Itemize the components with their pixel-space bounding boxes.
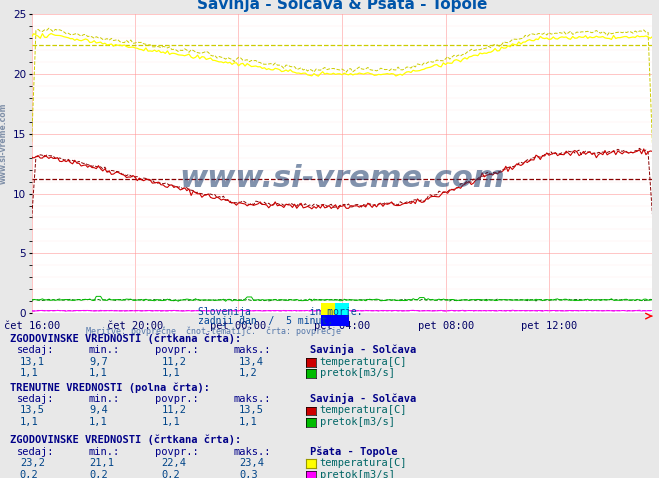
Text: 0,3: 0,3 bbox=[239, 469, 258, 478]
Text: 11,2: 11,2 bbox=[161, 357, 186, 367]
Text: Savinja - Solčava: Savinja - Solčava bbox=[310, 393, 416, 404]
Text: 0,2: 0,2 bbox=[20, 469, 38, 478]
Text: 1,1: 1,1 bbox=[161, 417, 180, 427]
Text: povpr.:: povpr.: bbox=[155, 394, 198, 404]
Text: 13,1: 13,1 bbox=[20, 357, 45, 367]
Text: 23,4: 23,4 bbox=[239, 458, 264, 468]
Text: sedaj:: sedaj: bbox=[16, 394, 54, 404]
Text: 13,5: 13,5 bbox=[20, 405, 45, 415]
Text: 1,1: 1,1 bbox=[239, 417, 258, 427]
Text: 9,4: 9,4 bbox=[89, 405, 107, 415]
Text: 1,1: 1,1 bbox=[161, 368, 180, 378]
Text: 11,2: 11,2 bbox=[161, 405, 186, 415]
Text: 23,2: 23,2 bbox=[20, 458, 45, 468]
Text: 1,1: 1,1 bbox=[89, 417, 107, 427]
Bar bbox=[321, 303, 335, 315]
Text: povpr.:: povpr.: bbox=[155, 345, 198, 355]
Text: maks.:: maks.: bbox=[234, 345, 272, 355]
Text: ZGODOVINSKE VREDNOSTI (črtkana črta):: ZGODOVINSKE VREDNOSTI (črtkana črta): bbox=[10, 435, 241, 445]
Text: zadnji dan  /  5 minut.: zadnji dan / 5 minut. bbox=[198, 316, 333, 326]
Text: sedaj:: sedaj: bbox=[16, 446, 54, 456]
Text: temperatura[C]: temperatura[C] bbox=[320, 405, 407, 415]
Text: 0,2: 0,2 bbox=[161, 469, 180, 478]
Text: www.si-vreme.com: www.si-vreme.com bbox=[179, 164, 505, 193]
Text: temperatura[C]: temperatura[C] bbox=[320, 458, 407, 468]
Text: www.si-vreme.com: www.si-vreme.com bbox=[0, 103, 8, 184]
Text: 1,2: 1,2 bbox=[239, 368, 258, 378]
Text: pretok[m3/s]: pretok[m3/s] bbox=[320, 469, 395, 478]
Text: Pšata - Topole: Pšata - Topole bbox=[310, 446, 397, 456]
Text: maks.:: maks.: bbox=[234, 394, 272, 404]
Text: min.:: min.: bbox=[89, 394, 120, 404]
Text: Savinja - Solčava: Savinja - Solčava bbox=[310, 344, 416, 355]
Bar bbox=[335, 303, 349, 315]
Text: 13,4: 13,4 bbox=[239, 357, 264, 367]
Text: 1,1: 1,1 bbox=[20, 417, 38, 427]
Text: temperatura[C]: temperatura[C] bbox=[320, 357, 407, 367]
Text: 0,2: 0,2 bbox=[89, 469, 107, 478]
Text: maks.:: maks.: bbox=[234, 446, 272, 456]
Text: 1,1: 1,1 bbox=[89, 368, 107, 378]
Bar bbox=[321, 315, 349, 326]
Text: TRENUTNE VREDNOSTI (polna črta):: TRENUTNE VREDNOSTI (polna črta): bbox=[10, 382, 210, 392]
Text: 1,1: 1,1 bbox=[20, 368, 38, 378]
Text: min.:: min.: bbox=[89, 446, 120, 456]
Text: 22,4: 22,4 bbox=[161, 458, 186, 468]
Text: povpr.:: povpr.: bbox=[155, 446, 198, 456]
Text: min.:: min.: bbox=[89, 345, 120, 355]
Text: Slovenija          in morje.: Slovenija in morje. bbox=[198, 306, 362, 316]
Text: Meritve: povprečne  čnot-tematijč.  črta: povprečje: Meritve: povprečne čnot-tematijč. črta: … bbox=[86, 326, 341, 336]
Text: ZGODOVINSKE VREDNOSTI (črtkana črta):: ZGODOVINSKE VREDNOSTI (črtkana črta): bbox=[10, 333, 241, 344]
Text: sedaj:: sedaj: bbox=[16, 345, 54, 355]
Text: 9,7: 9,7 bbox=[89, 357, 107, 367]
Text: pretok[m3/s]: pretok[m3/s] bbox=[320, 368, 395, 378]
Text: 13,5: 13,5 bbox=[239, 405, 264, 415]
Text: 21,1: 21,1 bbox=[89, 458, 114, 468]
Title: Savinja - Solčava & Pšata - Topole: Savinja - Solčava & Pšata - Topole bbox=[197, 0, 487, 12]
Text: pretok[m3/s]: pretok[m3/s] bbox=[320, 417, 395, 427]
